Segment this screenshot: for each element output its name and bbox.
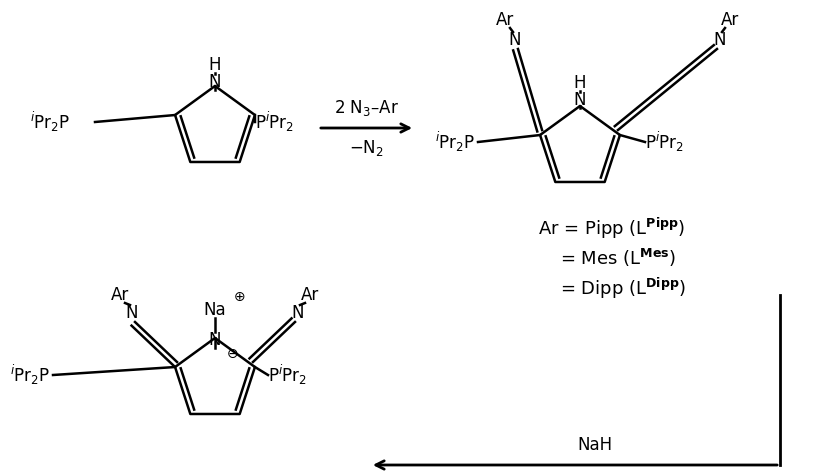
Text: N: N <box>126 304 138 322</box>
Text: Na: Na <box>204 301 226 319</box>
Text: ⊕: ⊕ <box>233 290 246 304</box>
Text: 2 N$_3$–Ar: 2 N$_3$–Ar <box>333 98 398 118</box>
Text: P$^i$Pr$_2$: P$^i$Pr$_2$ <box>255 110 294 134</box>
Text: H: H <box>209 56 221 74</box>
Text: $^i$Pr$_2$P: $^i$Pr$_2$P <box>30 110 70 134</box>
Text: Ar: Ar <box>720 11 739 29</box>
Text: −N$_2$: −N$_2$ <box>349 138 383 158</box>
Text: P$^i$Pr$_2$: P$^i$Pr$_2$ <box>644 130 683 154</box>
Text: NaH: NaH <box>577 436 612 454</box>
Text: N: N <box>713 31 725 49</box>
Text: Ar: Ar <box>301 286 319 304</box>
Text: P$^i$Pr$_2$: P$^i$Pr$_2$ <box>267 363 307 387</box>
Text: Ar: Ar <box>495 11 513 29</box>
Text: H: H <box>573 74 585 92</box>
Text: N: N <box>291 304 304 322</box>
Text: = Dipp (L$^{\mathbf{Dipp}}$): = Dipp (L$^{\mathbf{Dipp}}$) <box>560 275 686 301</box>
Text: $^i$Pr$_2$P: $^i$Pr$_2$P <box>434 130 474 154</box>
Text: N: N <box>209 73 221 91</box>
Text: Ar: Ar <box>111 286 129 304</box>
Text: N: N <box>209 331 221 349</box>
Text: N: N <box>508 31 521 49</box>
Text: Ar = Pipp (L$^{\mathbf{Pipp}}$): Ar = Pipp (L$^{\mathbf{Pipp}}$) <box>537 215 685 241</box>
Text: $^i$Pr$_2$P: $^i$Pr$_2$P <box>10 363 50 387</box>
Text: = Mes (L$^{\mathbf{Mes}}$): = Mes (L$^{\mathbf{Mes}}$) <box>560 247 676 269</box>
Text: N: N <box>573 91 585 109</box>
Text: ⊖: ⊖ <box>227 347 238 361</box>
